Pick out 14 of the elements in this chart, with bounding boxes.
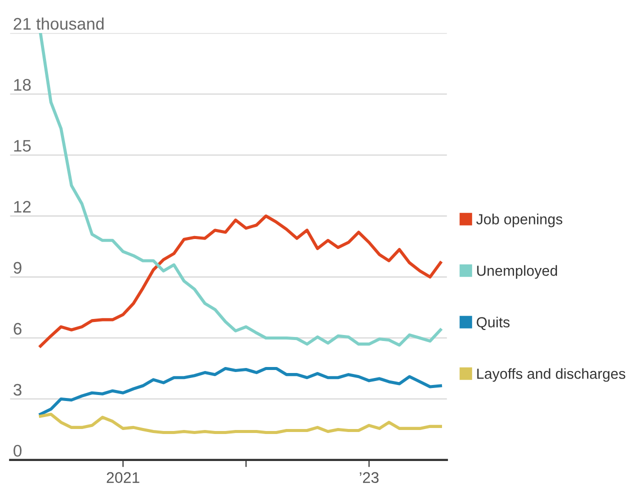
- y-tick-label: 15: [14, 140, 31, 152]
- legend-label: Unemployed: [477, 265, 557, 279]
- y-tick-label: 18: [14, 78, 31, 91]
- y-tick-label: 0: [14, 444, 22, 457]
- x-tick-label: ’23: [360, 472, 379, 483]
- legend-label: Job openings: [476, 214, 562, 228]
- y-tick-label: 3: [14, 384, 22, 396]
- y-tick-label: 12: [14, 200, 31, 213]
- y-tick-label: 6: [14, 322, 22, 335]
- x-tick-label: 2021: [106, 472, 140, 483]
- y-tick-label: 21 thousand: [14, 17, 104, 30]
- legend-label: Quits: [476, 316, 510, 330]
- legend-label: Layoffs and discharges: [477, 368, 626, 382]
- y-tick-label: 9: [14, 262, 22, 274]
